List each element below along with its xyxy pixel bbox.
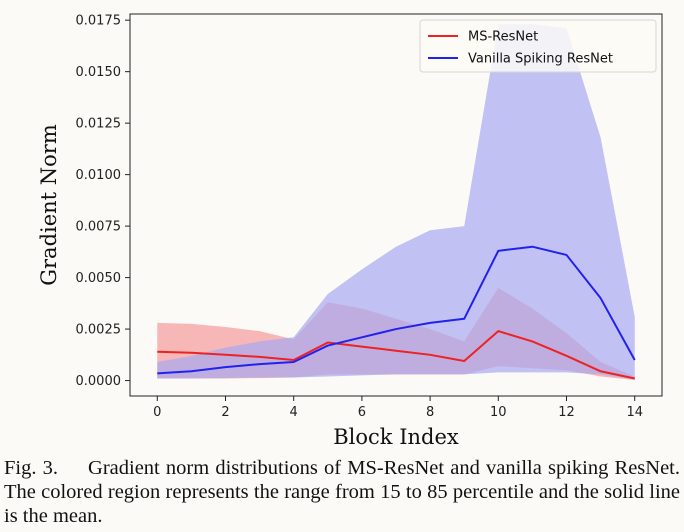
- legend-box: [419, 19, 657, 73]
- legend: MS-ResNet Vanilla Spiking ResNet: [419, 19, 657, 73]
- x-tick-label: 12: [558, 405, 575, 420]
- x-tick-label: 6: [358, 405, 366, 420]
- mean-lines: [157, 245, 636, 380]
- x-tick-label: 4: [290, 405, 298, 420]
- gradient-norm-chart: 0 2 4 6 8 10 12 14 0.0000 0.0025 0.0050 0.0075 0.01…: [37, 13, 663, 449]
- figure-caption: Fig. 3. Gradient norm distributions of MS…: [4, 456, 680, 528]
- x-axis-ticks: 0 2 4 6 8 10 12 14: [153, 396, 643, 420]
- y-tick-label: 0.0050: [76, 271, 122, 286]
- line-ms-resnet: [157, 330, 635, 380]
- y-tick-label: 0.0150: [76, 65, 122, 80]
- caption-text: Gradient norm distributions of MS-ResNet…: [4, 457, 681, 527]
- y-axis-label: Gradient Norm: [37, 124, 61, 286]
- legend-label-vanilla-spiking-resnet: Vanilla Spiking ResNet: [468, 52, 613, 67]
- y-tick-label: 0.0000: [76, 374, 122, 389]
- y-tick-label: 0.0175: [76, 14, 122, 29]
- line-vanilla-spiking-resnet: [157, 245, 636, 375]
- x-tick-label: 0: [153, 405, 161, 420]
- plot-frame: [129, 13, 663, 397]
- y-axis-ticks: 0.0000 0.0025 0.0050 0.0075 0.0100 0.0125 0.01…: [76, 14, 130, 389]
- y-tick-label: 0.0075: [76, 220, 122, 235]
- x-tick-label: 8: [426, 405, 434, 420]
- y-tick-label: 0.0025: [76, 323, 122, 338]
- percentile-bands: [157, 24, 635, 380]
- x-tick-label: 14: [626, 405, 643, 420]
- y-tick-label: 0.0100: [76, 168, 122, 183]
- x-tick-label: 2: [221, 405, 229, 420]
- x-tick-label: 10: [490, 405, 507, 420]
- legend-label-ms-resnet: MS-ResNet: [468, 30, 538, 45]
- band-vanilla-spiking-resnet: [157, 24, 635, 380]
- x-axis-label: Block Index: [333, 425, 459, 449]
- y-tick-label: 0.0125: [76, 117, 122, 132]
- figure-label: Fig. 3.: [4, 457, 59, 479]
